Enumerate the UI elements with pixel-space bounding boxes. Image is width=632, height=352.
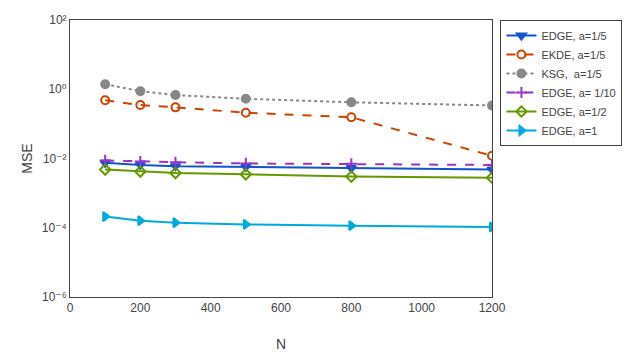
svg-text:EDGE, a= 1/10: EDGE, a= 1/10	[541, 87, 615, 99]
svg-text:10⁻⁴: 10⁻⁴	[42, 221, 67, 235]
svg-text:1000: 1000	[408, 301, 435, 315]
svg-text:200: 200	[130, 301, 150, 315]
svg-text:10⁻²: 10⁻²	[43, 152, 67, 166]
svg-text:EDGE, a=1/5: EDGE, a=1/5	[541, 30, 606, 42]
svg-text:400: 400	[201, 301, 221, 315]
svg-text:EKDE, a=1/5: EKDE, a=1/5	[541, 49, 605, 61]
svg-text:N: N	[276, 336, 286, 352]
svg-text:600: 600	[271, 301, 291, 315]
svg-text:10²: 10²	[49, 13, 66, 27]
svg-text:EDGE, a=1: EDGE, a=1	[541, 125, 597, 137]
svg-text:800: 800	[341, 301, 361, 315]
svg-text:10⁰: 10⁰	[48, 82, 66, 96]
svg-text:MSE: MSE	[19, 143, 35, 173]
svg-text:KSG, a=1/5: KSG, a=1/5	[541, 68, 601, 80]
svg-text:EDGE, a=1/2: EDGE, a=1/2	[541, 106, 606, 118]
svg-text:1200: 1200	[479, 301, 506, 315]
svg-text:0: 0	[67, 301, 74, 315]
svg-text:10⁻⁶: 10⁻⁶	[42, 290, 67, 304]
